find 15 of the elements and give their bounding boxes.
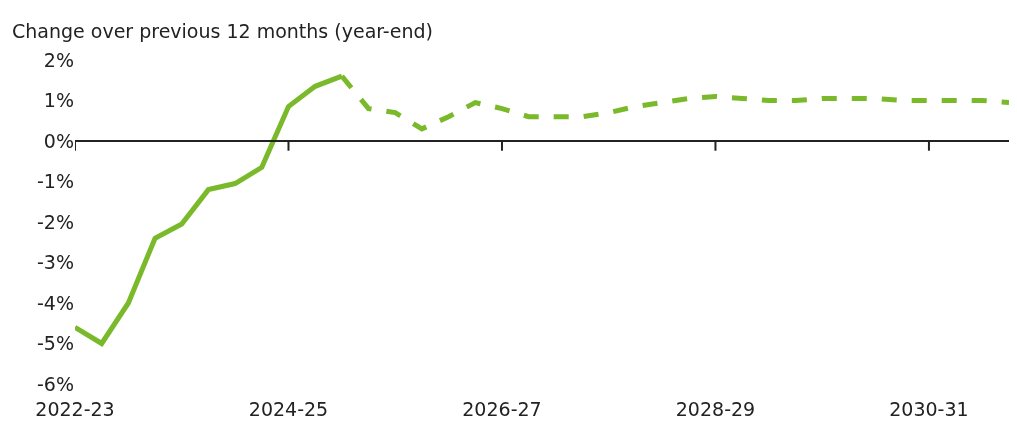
x-tick-label: 2026-27 xyxy=(462,398,542,420)
y-tick-label: -1% xyxy=(37,170,74,193)
y-tick-label: 1% xyxy=(43,89,74,112)
y-tick-label: 0% xyxy=(43,129,74,152)
y-axis-title: Change over previous 12 months (year-end) xyxy=(12,20,433,42)
y-tick-label: 2% xyxy=(43,48,74,71)
y-tick-label: -2% xyxy=(37,210,74,233)
y-tick-label: -6% xyxy=(37,372,74,395)
x-tick-label: 2024-25 xyxy=(248,398,329,420)
y-tick-label: -4% xyxy=(37,291,74,314)
x-tick-label: 2022-23 xyxy=(35,398,115,420)
x-tick-label: 2028-29 xyxy=(675,398,756,420)
x-tick-label: 2030-31 xyxy=(889,398,969,420)
y-tick-label: -5% xyxy=(37,332,74,355)
y-tick-label: -3% xyxy=(37,251,74,274)
